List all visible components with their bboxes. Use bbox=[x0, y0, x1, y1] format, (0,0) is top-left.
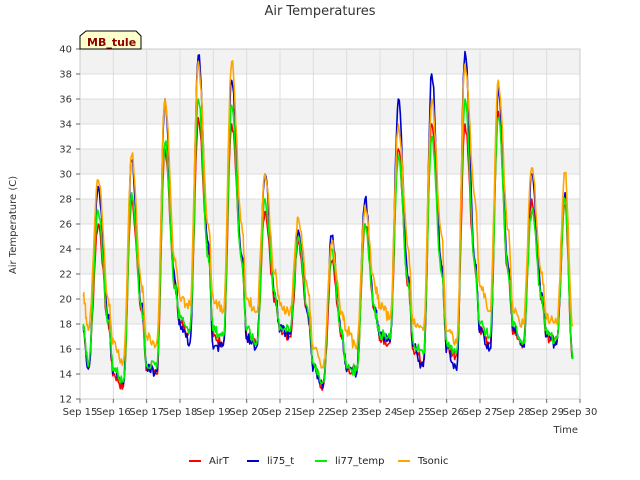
y-axis-title: Air Temperature (C) bbox=[8, 176, 19, 274]
x-axis-title: Time bbox=[553, 425, 578, 436]
y-tick-label: 14 bbox=[59, 370, 72, 381]
site-label-background bbox=[79, 30, 142, 50]
x-tick-label: Sep 18 bbox=[163, 407, 198, 418]
series-line-tsonic bbox=[82, 60, 574, 369]
y-tick-label: 34 bbox=[59, 120, 72, 131]
x-tick-label: Sep 16 bbox=[96, 407, 131, 418]
x-tick-label: Sep 19 bbox=[196, 407, 231, 418]
y-tick-label: 12 bbox=[59, 395, 72, 406]
site-label-box: MB_tule bbox=[79, 30, 142, 50]
legend: AirT li75_t li77_temp Tsonic bbox=[189, 456, 448, 467]
plot-band bbox=[80, 124, 580, 149]
y-tick-label: 16 bbox=[59, 345, 72, 356]
x-tick-label: Sep 28 bbox=[496, 407, 531, 418]
legend-label: AirT bbox=[209, 456, 230, 467]
plot-band bbox=[80, 99, 580, 124]
y-tick-label: 20 bbox=[59, 295, 72, 306]
plot-band bbox=[80, 299, 580, 324]
plot-band bbox=[80, 199, 580, 224]
plot-band bbox=[80, 74, 580, 99]
y-tick-label: 32 bbox=[59, 145, 72, 156]
y-tick-label: 26 bbox=[59, 220, 72, 231]
x-tick-label: Sep 23 bbox=[329, 407, 364, 418]
x-tick-label: Sep 26 bbox=[429, 407, 464, 418]
y-tick-label: 18 bbox=[59, 320, 72, 331]
plot-band bbox=[80, 49, 580, 74]
plot-band bbox=[80, 149, 580, 174]
x-tick-label: Sep 22 bbox=[296, 407, 331, 418]
x-tick-label: Sep 17 bbox=[129, 407, 164, 418]
legend-label: Tsonic bbox=[417, 456, 448, 467]
series-layer bbox=[82, 50, 574, 391]
x-tick-label: Sep 27 bbox=[463, 407, 498, 418]
plot-band bbox=[80, 349, 580, 374]
x-tick-label: Sep 15 bbox=[63, 407, 98, 418]
x-tick-label: Sep 25 bbox=[396, 407, 431, 418]
x-tick-label: Sep 24 bbox=[363, 407, 398, 418]
plot-band bbox=[80, 324, 580, 349]
x-tick-label: Sep 21 bbox=[263, 407, 298, 418]
plot-band bbox=[80, 374, 580, 399]
chart-title: Air Temperatures bbox=[264, 4, 375, 19]
x-tick-label: Sep 29 bbox=[529, 407, 564, 418]
y-tick-label: 28 bbox=[59, 195, 72, 206]
legend-label: li75_t bbox=[267, 456, 294, 467]
y-tick-label: 30 bbox=[59, 170, 72, 181]
legend-label: li77_temp bbox=[335, 456, 384, 467]
x-tick-label: Sep 30 bbox=[563, 407, 598, 418]
x-tick-label: Sep 20 bbox=[229, 407, 264, 418]
y-tick-label: 22 bbox=[59, 270, 72, 281]
y-tick-label: 36 bbox=[59, 95, 72, 106]
site-label: MB_tule bbox=[87, 36, 136, 49]
y-tick-label: 38 bbox=[59, 70, 72, 81]
y-axis: 12 14 16 18 20 22 24 26 28 30 32 34 36 38 40 bbox=[59, 45, 80, 406]
y-tick-label: 40 bbox=[59, 45, 72, 56]
y-tick-label: 24 bbox=[59, 245, 72, 256]
